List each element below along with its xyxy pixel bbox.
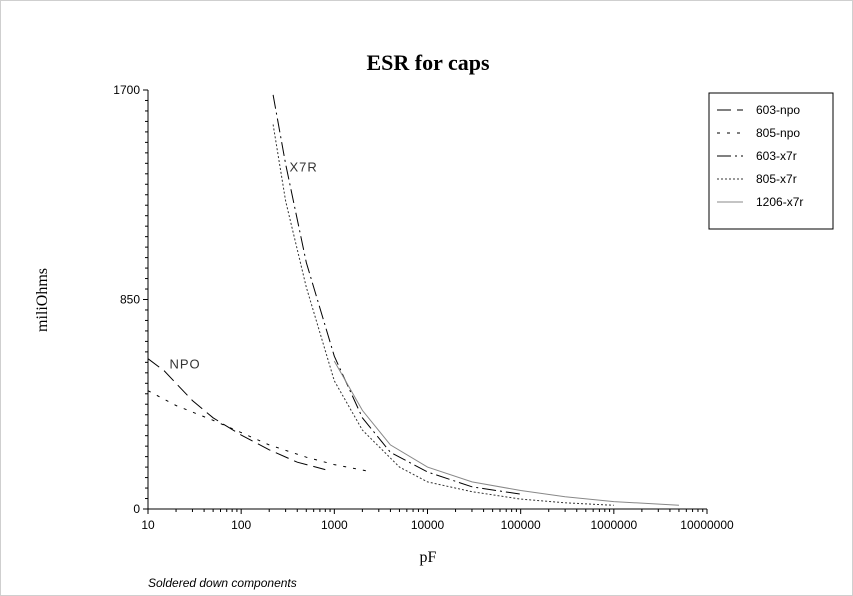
series-line-805-npo xyxy=(147,390,367,472)
y-tick-label: 850 xyxy=(120,293,140,307)
legend-label-603-npo: 603-npo xyxy=(756,103,800,117)
x-tick-label: 10000 xyxy=(411,518,445,532)
x-tick-label: 10000000 xyxy=(680,518,734,532)
y-tick-label: 0 xyxy=(133,502,140,516)
series-line-1206-x7r xyxy=(333,360,680,506)
legend: 603-npo 805-npo 603-x7r 805-x7r 1206-x7r xyxy=(708,92,834,230)
legend-label-603-x7r: 603-x7r xyxy=(756,149,797,163)
annotation-npo: NPO xyxy=(169,357,200,372)
y-axis-label: miliOhms xyxy=(34,268,51,332)
y-tick-label: 1700 xyxy=(113,83,140,97)
legend-label-805-x7r: 805-x7r xyxy=(756,172,797,186)
annotation-x7r: X7R xyxy=(289,159,317,174)
x-axis-label: pF xyxy=(420,549,437,566)
caption: Soldered down components xyxy=(148,576,297,590)
x-tick-label: 100000 xyxy=(501,518,541,532)
x-axis-ticks: 10 100 1000 10000 100000 1000000 10000000 xyxy=(141,509,734,532)
x-tick-label: 10 xyxy=(141,518,155,532)
x-tick-label: 1000 xyxy=(321,518,348,532)
legend-label-805-npo: 805-npo xyxy=(756,126,800,140)
legend-label-1206-x7r: 1206-x7r xyxy=(756,195,803,209)
x-tick-label: 1000000 xyxy=(590,518,637,532)
legend-box xyxy=(708,92,834,230)
series-line-805-x7r xyxy=(272,124,614,506)
y-axis-ticks: 0 850 1700 xyxy=(113,83,148,516)
series-group xyxy=(147,94,680,506)
annotations: X7R NPO xyxy=(169,159,317,372)
series-line-603-npo xyxy=(147,358,326,471)
series-line-603-x7r xyxy=(272,94,521,495)
chart-title: ESR for caps xyxy=(366,50,489,75)
x-tick-label: 100 xyxy=(231,518,251,532)
